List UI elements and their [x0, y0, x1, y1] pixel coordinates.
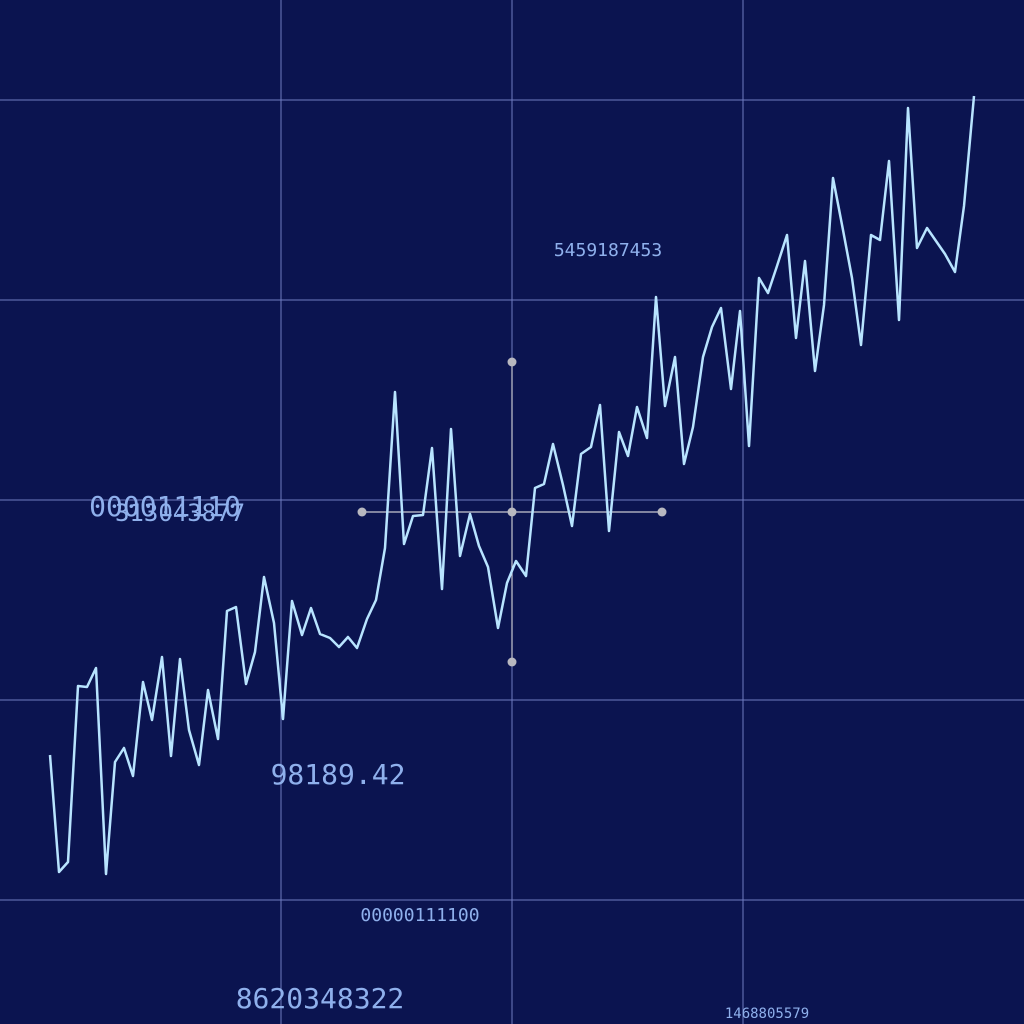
annotation: 98189.42 — [271, 758, 406, 791]
annotation: 8620348322 — [236, 982, 405, 1015]
handle — [657, 507, 667, 517]
annotation: 000011110 — [89, 490, 241, 523]
data-line — [48, 95, 976, 876]
handle — [507, 657, 517, 667]
annotation: 00000111100 — [360, 905, 479, 926]
annotation: 1468805579 — [725, 1006, 809, 1022]
annotation: 5459187453 — [554, 240, 662, 261]
handle — [357, 507, 367, 517]
annotation: 313043877 — [115, 499, 245, 527]
handle — [507, 507, 517, 517]
handle — [507, 357, 517, 367]
